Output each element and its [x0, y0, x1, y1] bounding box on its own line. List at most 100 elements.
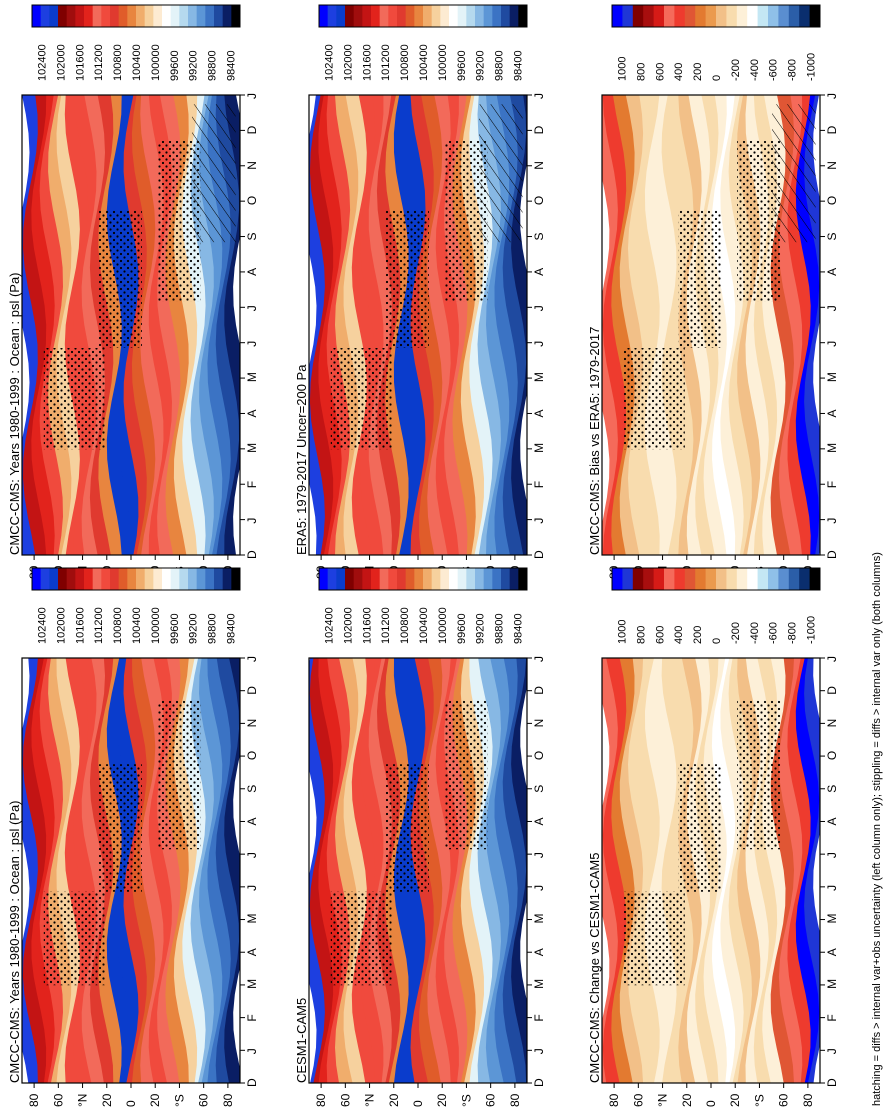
colorbar-swatch: [716, 5, 727, 27]
colorbar-swatch: [483, 5, 493, 27]
x-tick-label: J: [245, 1048, 259, 1054]
colorbar-label: 102000: [55, 607, 67, 644]
colorbar-swatch: [475, 5, 485, 27]
colorbar-swatch: [231, 5, 241, 27]
colorbar-swatch: [778, 5, 790, 27]
x-tick-label: J: [532, 885, 546, 891]
heatmap-band: [190, 658, 215, 1083]
stippling-region: [98, 764, 142, 892]
x-tick-label: F: [532, 1014, 546, 1021]
x-tick-label: O: [825, 751, 839, 760]
margin-right: [820, 658, 850, 1083]
colorbar-swatch: [336, 5, 346, 27]
heatmap-band: [419, 95, 443, 555]
colorbar-swatch: [75, 568, 85, 590]
y-tick-label: 80: [508, 1093, 522, 1107]
heatmap-band: [787, 658, 812, 1083]
colorbar-swatch: [431, 5, 441, 27]
colorbar-swatch: [509, 568, 519, 590]
colorbar-label: 400: [673, 626, 685, 644]
colorbar-label: -1000: [806, 616, 818, 644]
x-tick-label: D: [825, 686, 839, 695]
margin-left: [572, 658, 602, 1083]
stippling-region: [43, 348, 105, 450]
colorbar-swatch: [101, 568, 111, 590]
y-tick-label: 60: [631, 1093, 645, 1107]
x-tick-label: N: [825, 719, 839, 728]
colorbar-swatch: [501, 5, 511, 27]
x-tick-label: A: [532, 268, 546, 276]
heatmap-band: [611, 95, 636, 555]
colorbar-swatch: [449, 5, 459, 27]
x-tick-label: F: [825, 481, 839, 488]
x-tick-label: A: [825, 817, 839, 825]
colorbar-label: 400: [673, 63, 685, 81]
x-tick-label: O: [245, 196, 259, 205]
y-tick-label: 60: [338, 1093, 352, 1107]
x-tick-label: J: [245, 93, 259, 99]
colorbar-swatch: [643, 568, 655, 590]
colorbar-swatch: [179, 568, 189, 590]
margin-left: [0, 95, 22, 555]
colorbar-swatch: [75, 5, 85, 27]
heatmap-band: [435, 95, 460, 555]
colorbar-swatch: [778, 568, 790, 590]
colorbar-label: 99200: [188, 50, 200, 81]
colorbar-swatch: [664, 568, 675, 590]
colorbar-swatch: [231, 568, 241, 590]
colorbar-label: 100400: [418, 607, 430, 644]
x-tick-label: D: [532, 686, 546, 695]
x-tick-label: J: [532, 518, 546, 524]
colorbar-swatch: [716, 568, 727, 590]
colorbar-swatch: [423, 5, 433, 27]
stippling-region: [330, 891, 392, 986]
colorbar-swatch: [379, 568, 389, 590]
colorbar-label: 101600: [361, 44, 373, 81]
colorbar-label: 99200: [475, 613, 487, 644]
x-tick-label: O: [825, 196, 839, 205]
colorbar-swatch: [397, 5, 407, 27]
colorbar-swatch: [726, 568, 738, 590]
colorbar-swatch: [371, 5, 381, 27]
colorbar-label: 99600: [169, 50, 181, 81]
colorbar-swatch: [92, 5, 102, 27]
x-tick-label: M: [825, 443, 839, 453]
colorbar-swatch: [327, 5, 337, 27]
colorbar-swatch: [127, 568, 137, 590]
x-tick-label: M: [532, 372, 546, 382]
colorbar-label: 100800: [112, 607, 124, 644]
colorbar-swatch: [457, 568, 467, 590]
heatmap-band: [31, 95, 56, 555]
heatmap-band: [502, 95, 527, 555]
colorbar-label: 102000: [342, 607, 354, 644]
colorbar-swatch: [788, 5, 800, 27]
colorbar-label: 600: [654, 63, 666, 81]
x-tick-label: J: [532, 305, 546, 311]
colorbar-swatch: [466, 5, 476, 27]
colorbar-swatch: [214, 5, 224, 27]
x-tick-label: J: [245, 341, 259, 347]
heatmap-band: [762, 95, 787, 555]
colorbar-swatch: [501, 568, 511, 590]
panel-title: CMCC-CMS: Bias vs ERA5: 1979-2017: [587, 327, 602, 555]
colorbar-swatch: [405, 568, 415, 590]
colorbar-swatch: [518, 568, 528, 590]
x-tick-label: O: [245, 751, 259, 760]
colorbar-swatch: [32, 568, 42, 590]
heatmap-panel-1: CMCC-CMS: Years 1980-1999 : Ocean : psl …: [0, 4, 270, 579]
heatmap-band: [494, 658, 519, 1083]
colorbar-swatch: [222, 5, 232, 27]
heatmap-band: [132, 658, 156, 1083]
heatmap-band: [502, 658, 527, 1083]
hatching-region: [192, 104, 236, 243]
x-tick-label: J: [532, 1048, 546, 1054]
x-tick-label: A: [825, 409, 839, 417]
heatmap-panel-3: ERA5: 1979-2017 Uncer=200 Pa D J F M A M J J A S O N…: [279, 4, 557, 579]
x-tick-label: D: [245, 550, 259, 559]
stippling-region: [737, 700, 781, 850]
x-tick-label: A: [532, 817, 546, 825]
colorbar-swatch: [632, 5, 644, 27]
colorbar-swatch: [440, 568, 450, 590]
stippling-region: [385, 210, 429, 348]
colorbar-swatch: [214, 568, 224, 590]
